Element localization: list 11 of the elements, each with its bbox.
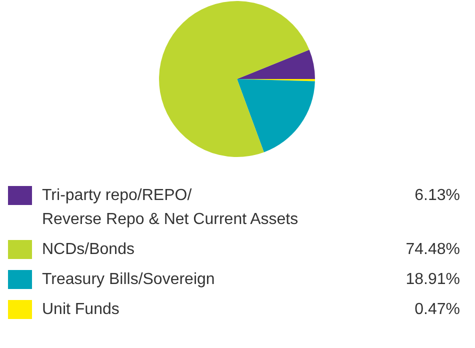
pie-slice: [237, 50, 315, 79]
legend-label: Tri-party repo/REPO/ Reverse Repo & Net Current Assets: [42, 187, 298, 228]
data-label: 18.91%: [406, 271, 460, 288]
pie-slice: [237, 79, 315, 152]
data-label: 0.47%: [414, 301, 460, 318]
data-label: 74.48%: [406, 241, 460, 258]
legend-label: Treasury Bills/Sovereign: [42, 271, 215, 288]
data-label: 6.13%: [414, 187, 460, 204]
pie-slice: [159, 1, 310, 157]
legend-label: Unit Funds: [42, 301, 120, 318]
legend-label: NCDs/Bonds: [42, 241, 134, 258]
